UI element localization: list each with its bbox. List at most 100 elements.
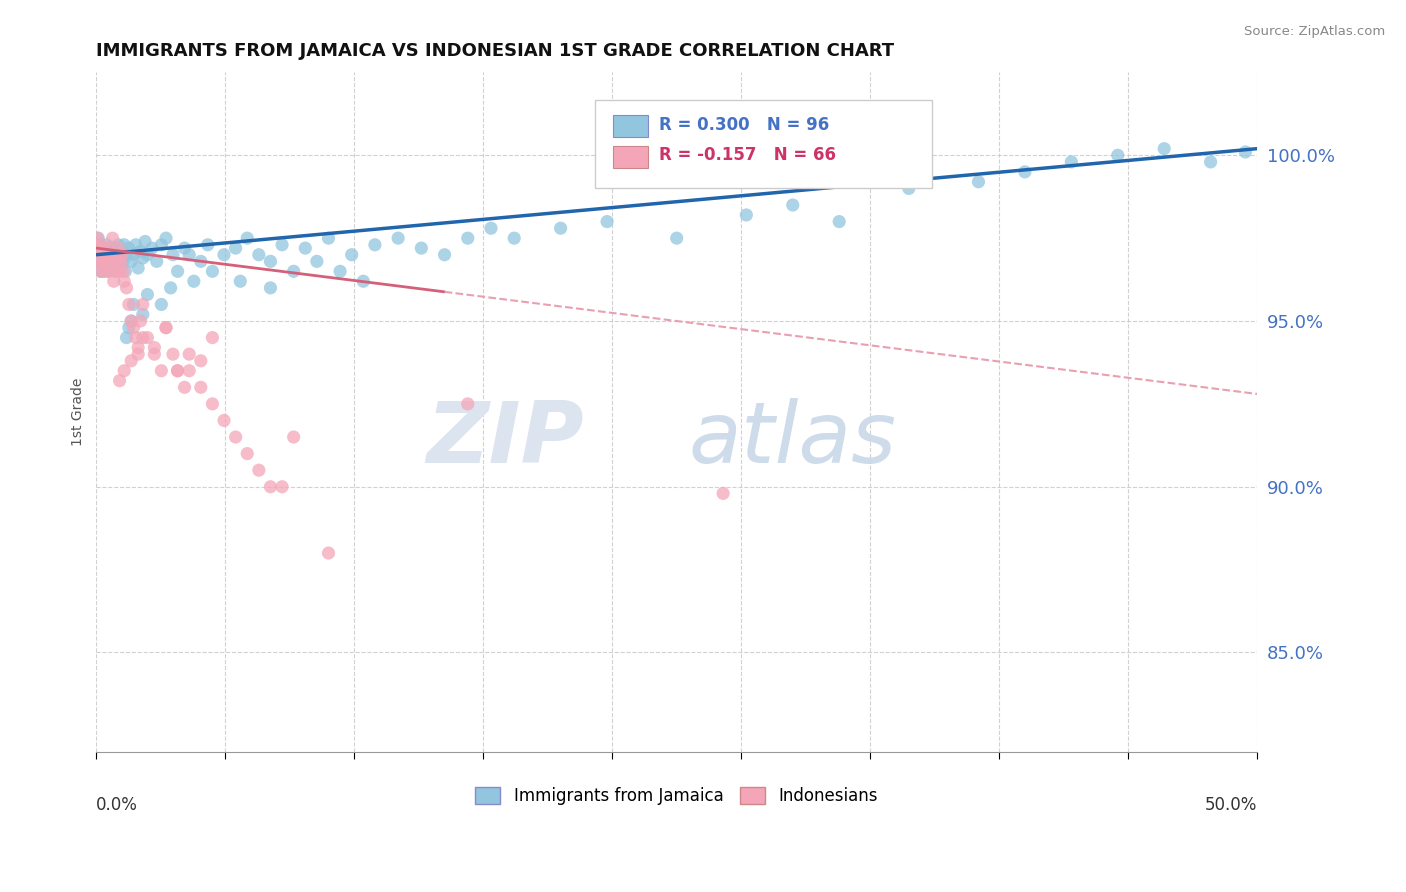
Point <box>86 231 108 245</box>
Point <box>112 237 135 252</box>
Point <box>190 380 212 394</box>
Point <box>87 248 110 262</box>
Point <box>93 264 115 278</box>
Point <box>105 264 128 278</box>
Point <box>134 235 156 249</box>
Point <box>229 274 252 288</box>
Point <box>89 248 111 262</box>
Point <box>433 248 456 262</box>
Point <box>141 241 163 255</box>
Point <box>122 320 145 334</box>
Point <box>91 241 114 255</box>
Point <box>190 254 212 268</box>
Point <box>387 231 409 245</box>
Point <box>96 237 118 252</box>
Point <box>190 353 212 368</box>
Point <box>897 181 920 195</box>
Point <box>340 248 363 262</box>
Point <box>136 287 159 301</box>
Point <box>271 480 294 494</box>
Point <box>125 330 148 344</box>
Point <box>411 241 433 255</box>
Point <box>1234 145 1257 159</box>
Point <box>91 254 114 268</box>
Point <box>596 214 619 228</box>
Point <box>122 297 145 311</box>
Point <box>136 330 159 344</box>
Point <box>89 254 111 268</box>
Point <box>159 281 181 295</box>
Point <box>162 347 184 361</box>
Point <box>782 198 804 212</box>
Point <box>143 347 166 361</box>
Point <box>967 175 990 189</box>
Point <box>155 231 177 245</box>
Point <box>173 380 195 394</box>
Point <box>550 221 572 235</box>
Point <box>665 231 688 245</box>
Point <box>87 254 110 268</box>
Point <box>150 364 173 378</box>
Point <box>201 397 224 411</box>
Point <box>122 248 145 262</box>
Point <box>155 320 177 334</box>
Point <box>118 320 141 334</box>
Point <box>225 241 247 255</box>
Point <box>94 248 117 262</box>
Point <box>127 347 149 361</box>
Point <box>197 237 219 252</box>
Point <box>87 231 110 245</box>
Point <box>112 364 135 378</box>
Point <box>91 264 114 278</box>
Point <box>162 248 184 262</box>
Point <box>225 430 247 444</box>
Point <box>129 244 152 259</box>
Point <box>101 231 124 245</box>
Point <box>318 546 340 560</box>
Point <box>115 330 138 344</box>
Point <box>91 258 114 272</box>
Point <box>352 274 374 288</box>
Point <box>179 347 201 361</box>
Point <box>103 274 125 288</box>
Point <box>98 264 121 278</box>
Point <box>503 231 526 245</box>
Point <box>457 397 479 411</box>
Point <box>118 241 141 255</box>
Point <box>98 248 121 262</box>
Point <box>97 264 120 278</box>
Point <box>105 251 128 265</box>
Point <box>150 237 173 252</box>
Point <box>183 274 205 288</box>
Text: IMMIGRANTS FROM JAMAICA VS INDONESIAN 1ST GRADE CORRELATION CHART: IMMIGRANTS FROM JAMAICA VS INDONESIAN 1S… <box>97 42 894 60</box>
Text: atlas: atlas <box>689 398 897 481</box>
Legend: Immigrants from Jamaica, Indonesians: Immigrants from Jamaica, Indonesians <box>468 780 884 812</box>
Point <box>90 244 112 259</box>
Point <box>283 430 305 444</box>
Point <box>104 264 127 278</box>
Point <box>87 241 110 255</box>
Text: ZIP: ZIP <box>426 398 583 481</box>
Point <box>212 413 235 427</box>
Point <box>179 248 201 262</box>
Point <box>115 281 138 295</box>
Point <box>259 480 281 494</box>
Point <box>479 221 502 235</box>
Point <box>108 374 131 388</box>
Point <box>1199 155 1222 169</box>
Point <box>91 241 114 255</box>
Point <box>136 248 159 262</box>
Point <box>100 241 122 255</box>
Point <box>305 254 328 268</box>
Point <box>201 264 224 278</box>
Point <box>283 264 305 278</box>
Point <box>247 248 270 262</box>
Point <box>86 241 108 255</box>
Point <box>107 241 129 255</box>
Point <box>112 264 135 278</box>
Y-axis label: 1st Grade: 1st Grade <box>72 378 86 446</box>
Text: 0.0%: 0.0% <box>97 796 138 814</box>
Point <box>318 231 340 245</box>
Point <box>110 260 132 275</box>
Point <box>107 237 129 252</box>
